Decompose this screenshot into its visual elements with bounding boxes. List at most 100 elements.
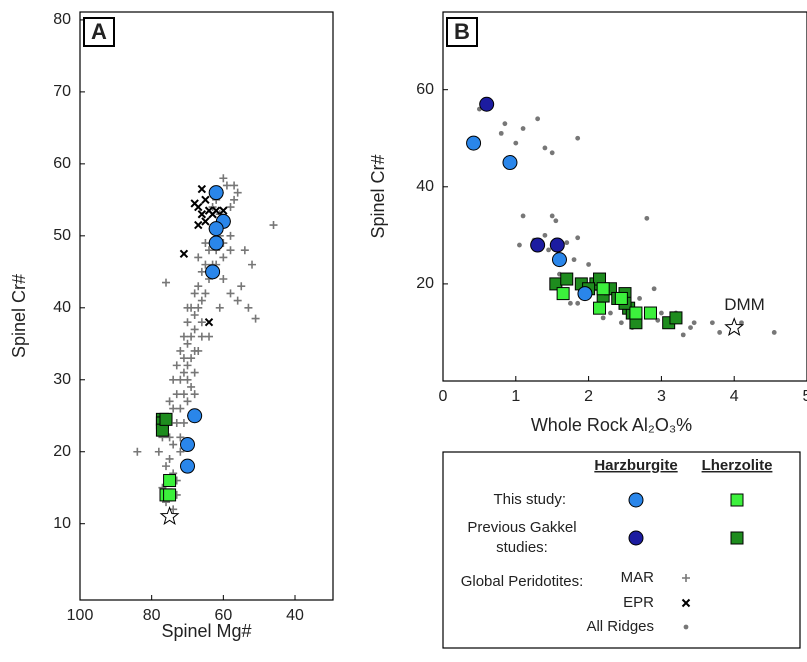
point <box>163 474 177 488</box>
point <box>194 253 203 262</box>
point <box>183 339 192 348</box>
point <box>618 320 624 326</box>
point <box>187 382 196 391</box>
point <box>179 332 188 341</box>
point <box>190 310 199 319</box>
point <box>179 354 188 363</box>
x-tick-label: 0 <box>439 388 448 405</box>
point <box>564 240 570 246</box>
x-axis-label: Spinel Mg# <box>161 621 251 641</box>
point <box>194 220 203 230</box>
x-tick-label: 60 <box>214 607 232 624</box>
point <box>226 289 235 298</box>
y-tick-label: 60 <box>416 81 434 98</box>
legend-entry: EPR <box>623 594 654 611</box>
point <box>197 267 206 276</box>
legend-row-label: studies: <box>496 539 548 556</box>
point <box>172 418 181 427</box>
point <box>197 184 207 194</box>
point <box>682 574 690 582</box>
x-tick-label: 100 <box>67 607 94 624</box>
point <box>717 330 723 335</box>
point <box>183 318 192 327</box>
point <box>208 221 224 237</box>
point <box>201 195 210 205</box>
point <box>651 286 657 292</box>
point <box>520 126 526 131</box>
y-tick-label: 40 <box>416 178 434 195</box>
y-tick-label: 50 <box>53 227 71 244</box>
point <box>593 301 607 315</box>
point <box>183 375 192 384</box>
point <box>502 121 508 127</box>
point <box>568 300 573 306</box>
point <box>180 437 196 453</box>
point <box>165 454 174 463</box>
point <box>162 462 171 471</box>
point <box>205 264 221 280</box>
point <box>205 332 214 341</box>
point <box>172 361 181 370</box>
point <box>739 320 744 326</box>
legend-group-label: Global Peridotites: <box>461 573 584 590</box>
legend-entry: All Ridges <box>586 618 654 635</box>
y-tick-label: 20 <box>53 443 71 460</box>
point <box>194 303 203 312</box>
x-tick-label: 80 <box>143 607 161 624</box>
point <box>549 237 565 253</box>
y-tick-label: 80 <box>53 11 71 28</box>
point <box>219 174 228 183</box>
point <box>498 130 504 136</box>
point <box>600 315 606 321</box>
point <box>201 260 210 269</box>
point <box>201 217 210 226</box>
point <box>549 213 555 219</box>
y-tick-label: 40 <box>53 299 71 316</box>
point <box>608 310 613 316</box>
panel-label: B <box>454 19 470 44</box>
point <box>230 195 239 204</box>
point <box>248 260 257 269</box>
point <box>730 531 744 545</box>
point <box>556 287 570 301</box>
point <box>586 262 591 267</box>
point <box>644 215 650 221</box>
point <box>219 206 228 215</box>
point <box>230 181 239 190</box>
point <box>502 155 518 171</box>
point <box>688 325 693 330</box>
point <box>197 296 206 305</box>
point <box>269 221 278 230</box>
point <box>659 310 664 316</box>
point <box>240 246 249 255</box>
point <box>208 203 217 212</box>
point <box>530 237 546 253</box>
point <box>180 458 196 474</box>
point <box>215 303 224 312</box>
x-tick-label: 2 <box>584 388 593 405</box>
point <box>479 96 495 112</box>
point <box>637 296 642 301</box>
panel-label-box <box>446 17 478 47</box>
x-tick-label: 3 <box>657 388 666 405</box>
point <box>219 253 228 262</box>
x-tick-label: 5 <box>803 388 807 405</box>
point <box>596 282 610 296</box>
legend-frame <box>442 451 801 649</box>
point <box>169 404 178 413</box>
y-tick-label: 30 <box>53 371 71 388</box>
point <box>190 199 199 208</box>
point <box>680 332 686 338</box>
point <box>513 140 519 146</box>
point <box>204 317 214 327</box>
point <box>162 278 171 287</box>
point <box>208 235 224 251</box>
point <box>176 447 185 456</box>
point <box>208 210 217 219</box>
point <box>205 246 214 255</box>
x-tick-label: 40 <box>286 607 304 624</box>
point <box>159 412 173 426</box>
point <box>183 361 192 370</box>
point <box>628 492 644 508</box>
